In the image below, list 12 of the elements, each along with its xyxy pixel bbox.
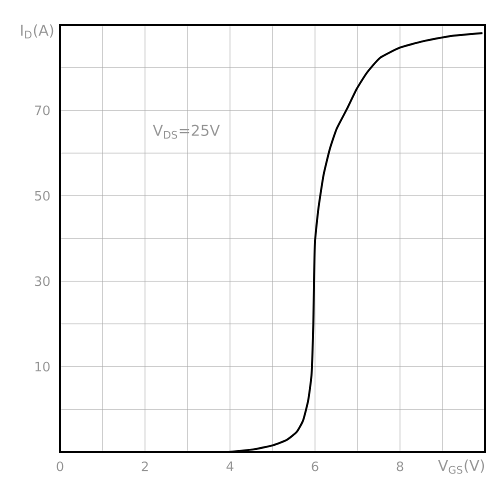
x-tick-label: 0 [56, 461, 64, 472]
y-tick-label: 30 [35, 276, 50, 286]
y-tick-label: 50 [35, 190, 50, 201]
annotation: V$_{DS}$=25V [152, 124, 220, 139]
y-axis-title: I$_{D}$(A) [21, 24, 54, 38]
x-tick-label: 6 [312, 461, 318, 472]
x-tick-label: 4 [226, 461, 234, 471]
y-tick-label: 10 [35, 362, 50, 372]
x-tick-label: 2 [142, 461, 148, 472]
x-tick-label: 8 [396, 461, 404, 472]
y-tick-label: 70 [35, 105, 50, 116]
x-axis-title: V$_{GS}$(V) [438, 460, 484, 474]
